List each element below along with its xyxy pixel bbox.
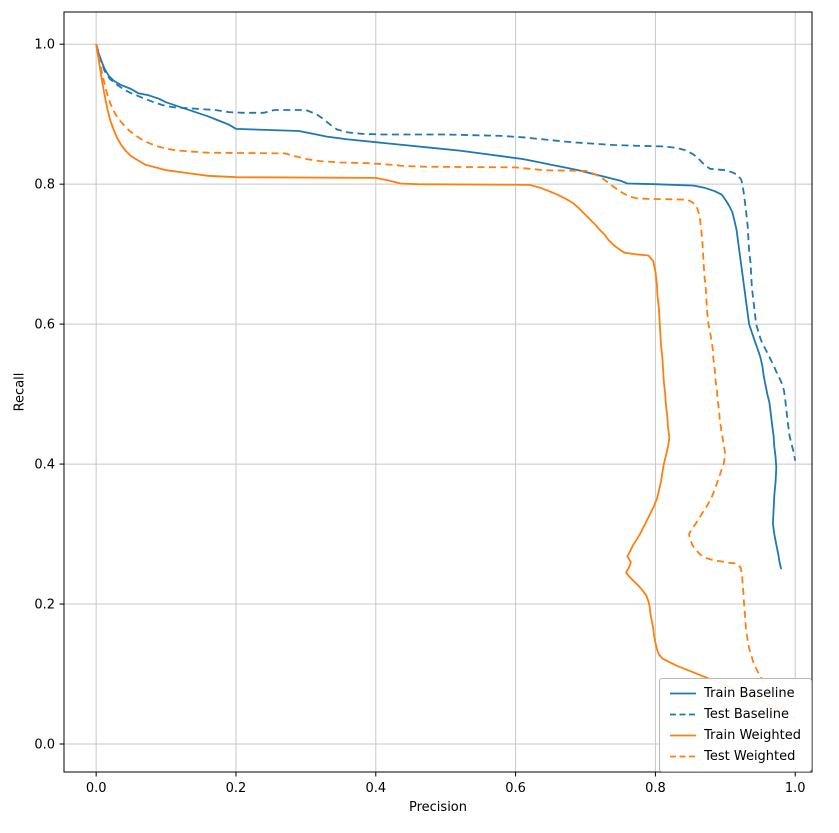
- x-tick-label: 0.4: [365, 781, 386, 796]
- y-tick-label: 0.8: [34, 178, 55, 193]
- legend-line-sample: [670, 712, 697, 717]
- y-tick-label: 1.0: [34, 38, 55, 53]
- legend-label: Test Baseline: [704, 707, 789, 722]
- x-tick-label: 0.0: [86, 781, 107, 796]
- series-line-test-baseline: [95, 43, 797, 461]
- legend-label: Train Weighted: [704, 728, 801, 743]
- series-line-train-weighted: [95, 44, 796, 720]
- series-line-train-baseline: [95, 43, 783, 570]
- x-tick-label: 1.0: [785, 781, 806, 796]
- legend-line-sample: [670, 733, 697, 738]
- legend-label: Train Baseline: [704, 686, 795, 701]
- y-tick-label: 0.0: [34, 738, 55, 753]
- legend-line-sample: [670, 754, 697, 759]
- legend-entry: Test Weighted: [670, 749, 801, 764]
- y-tick-label: 0.4: [34, 458, 55, 473]
- axes-frame: [63, 11, 813, 773]
- x-axis-label: Precision: [408, 800, 468, 815]
- legend: Train Baseline Test Baseline Train Weigh…: [659, 678, 812, 772]
- legend-line-sample: [670, 691, 697, 696]
- y-tick-label: 0.6: [34, 318, 55, 333]
- series-line-test-weighted: [95, 44, 782, 712]
- x-tick-label: 0.8: [645, 781, 666, 796]
- x-tick-label: 0.6: [505, 781, 526, 796]
- y-axis-label: Recall: [12, 372, 28, 412]
- legend-entry: Test Baseline: [670, 707, 801, 722]
- legend-label: Test Weighted: [704, 749, 796, 764]
- legend-entry: Train Weighted: [670, 728, 801, 743]
- x-tick-label: 0.2: [226, 781, 247, 796]
- legend-entry: Train Baseline: [670, 686, 801, 701]
- y-tick-label: 0.2: [34, 598, 55, 613]
